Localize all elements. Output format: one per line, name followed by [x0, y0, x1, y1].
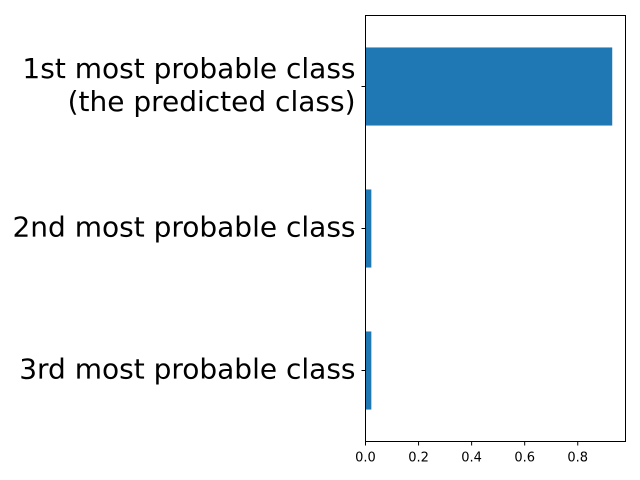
- x-tick-label-2: 0.4: [461, 451, 482, 466]
- x-tick-label-4: 0.8: [567, 451, 588, 466]
- x-tick-label-3: 0.6: [514, 451, 535, 466]
- x-tick-label-1: 0.2: [408, 451, 429, 466]
- labels-layer: 1st most probable class (the predicted cl…: [12, 52, 588, 466]
- bars-layer: [365, 47, 613, 410]
- category-label-line: (the predicted class): [68, 85, 356, 118]
- bar-2: [365, 189, 372, 268]
- x-tick-label-0: 0.0: [355, 451, 376, 466]
- category-label-line: 2nd most probable class: [12, 211, 355, 244]
- bar-1: [365, 47, 613, 126]
- category-label-3: 3rd most probable class: [19, 353, 355, 386]
- category-label-line: 3rd most probable class: [19, 353, 355, 386]
- category-label-1: 1st most probable class (the predicted cl…: [22, 52, 355, 118]
- ticks-layer: [361, 86, 579, 446]
- category-label-2: 2nd most probable class: [12, 211, 355, 244]
- category-label-line: 1st most probable class: [22, 52, 355, 85]
- bar-3: [365, 331, 372, 410]
